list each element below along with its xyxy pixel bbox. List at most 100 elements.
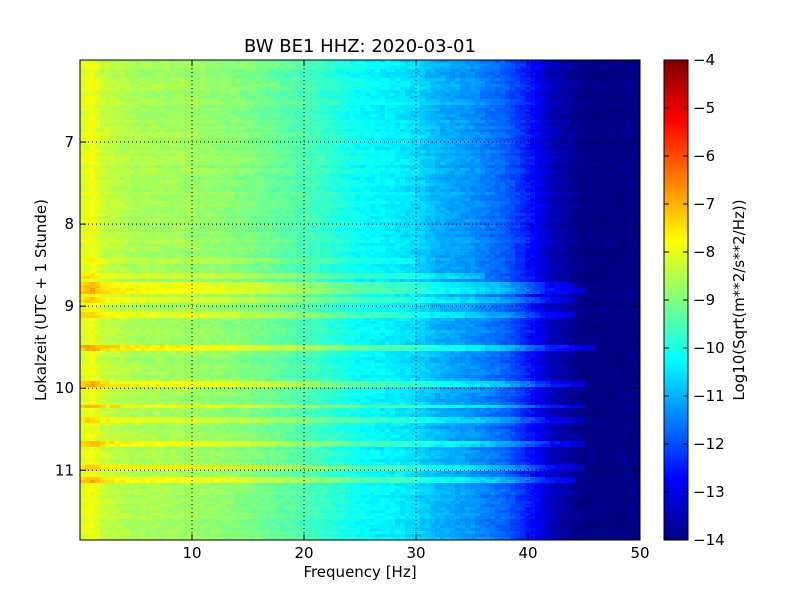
- spectrogram-cell: [545, 96, 551, 100]
- spectrogram-cell: [410, 81, 416, 85]
- spectrogram-cell: [310, 111, 316, 115]
- spectrogram-cell: [130, 72, 136, 76]
- spectrogram-cell: [235, 81, 241, 85]
- spectrogram-cell: [330, 75, 336, 79]
- spectrogram-cell: [135, 102, 141, 106]
- spectrogram-cell: [460, 66, 466, 70]
- spectrogram-cell: [480, 120, 486, 124]
- spectrogram-cell: [230, 84, 236, 88]
- spectrogram-cell: [340, 117, 346, 121]
- spectrogram-cell: [285, 75, 291, 79]
- spectrogram-cell: [335, 120, 341, 124]
- spectrogram-cell: [420, 96, 426, 100]
- spectrogram-cell: [300, 84, 306, 88]
- spectrogram-cell: [105, 72, 111, 76]
- spectrogram-cell: [450, 66, 456, 70]
- spectrogram-cell: [320, 84, 326, 88]
- spectrogram-cell: [630, 66, 636, 70]
- spectrogram-cell: [580, 96, 586, 100]
- spectrogram-cell: [150, 78, 156, 82]
- spectrogram-cell: [460, 90, 466, 94]
- spectrogram-cell: [595, 114, 601, 118]
- spectrogram-cell: [620, 117, 626, 121]
- spectrogram-cell: [295, 72, 301, 76]
- spectrogram-cell: [80, 78, 86, 82]
- spectrogram-cell: [545, 69, 551, 73]
- spectrogram-cell: [210, 105, 216, 109]
- spectrogram-cell: [360, 63, 366, 67]
- spectrogram-cell: [120, 93, 126, 97]
- spectrogram-cell: [605, 105, 611, 109]
- spectrogram-cell: [340, 63, 346, 67]
- spectrogram-cell: [160, 78, 166, 82]
- spectrogram-cell: [245, 111, 251, 115]
- spectrogram-cell: [305, 102, 311, 106]
- spectrogram-cell: [220, 99, 226, 103]
- spectrogram-cell: [535, 87, 541, 91]
- spectrogram-cell: [235, 75, 241, 79]
- spectrogram-cell: [385, 111, 391, 115]
- spectrogram-cell: [180, 96, 186, 100]
- spectrogram-cell: [165, 60, 171, 64]
- spectrogram-cell: [415, 120, 421, 124]
- spectrogram-cell: [385, 75, 391, 79]
- spectrogram-cell: [180, 63, 186, 67]
- spectrogram-cell: [225, 60, 231, 64]
- spectrogram-cell: [420, 84, 426, 88]
- spectrogram-cell: [310, 87, 316, 91]
- spectrogram-cell: [410, 78, 416, 82]
- spectrogram-cell: [425, 63, 431, 67]
- spectrogram-cell: [475, 87, 481, 91]
- spectrogram-cell: [230, 120, 236, 124]
- spectrogram-cell: [85, 81, 91, 85]
- spectrogram-cell: [315, 111, 321, 115]
- spectrogram-cell: [480, 111, 486, 115]
- spectrogram-cell: [525, 117, 531, 121]
- spectrogram-cell: [460, 102, 466, 106]
- spectrogram-cell: [200, 75, 206, 79]
- spectrogram-cell: [120, 84, 126, 88]
- spectrogram-cell: [285, 84, 291, 88]
- spectrogram-cell: [565, 102, 571, 106]
- spectrogram-cell: [295, 102, 301, 106]
- spectrogram-cell: [455, 63, 461, 67]
- spectrogram-cell: [380, 111, 386, 115]
- spectrogram-cell: [525, 102, 531, 106]
- spectrogram-cell: [625, 93, 631, 97]
- spectrogram-cell: [380, 105, 386, 109]
- spectrogram-cell: [305, 87, 311, 91]
- spectrogram-cell: [130, 111, 136, 115]
- spectrogram-cell: [485, 69, 491, 73]
- spectrogram-cell: [400, 111, 406, 115]
- spectrogram-cell: [525, 108, 531, 112]
- spectrogram-cell: [165, 72, 171, 76]
- spectrogram-cell: [410, 93, 416, 97]
- spectrogram-cell: [630, 60, 636, 64]
- spectrogram-cell: [275, 96, 281, 100]
- spectrogram-cell: [450, 105, 456, 109]
- spectrogram-cell: [230, 87, 236, 91]
- spectrogram-cell: [570, 120, 576, 124]
- spectrogram-cell: [535, 78, 541, 82]
- spectrogram-cell: [150, 114, 156, 118]
- spectrogram-cell: [435, 60, 441, 64]
- spectrogram-cell: [485, 87, 491, 91]
- spectrogram-cell: [190, 93, 196, 97]
- spectrogram-cell: [235, 102, 241, 106]
- spectrogram-cell: [230, 111, 236, 115]
- spectrogram-cell: [275, 81, 281, 85]
- spectrogram-cell: [115, 111, 121, 115]
- spectrogram-cell: [80, 108, 86, 112]
- spectrogram-cell: [560, 105, 566, 109]
- spectrogram-cell: [225, 96, 231, 100]
- spectrogram-cell: [180, 102, 186, 106]
- spectrogram-cell: [335, 78, 341, 82]
- spectrogram-cell: [520, 117, 526, 121]
- spectrogram-cell: [435, 102, 441, 106]
- spectrogram-cell: [505, 66, 511, 70]
- spectrogram-cell: [265, 78, 271, 82]
- spectrogram-cell: [95, 84, 101, 88]
- spectrogram-cell: [250, 117, 256, 121]
- spectrogram-cell: [175, 108, 181, 112]
- spectrogram-cell: [385, 72, 391, 76]
